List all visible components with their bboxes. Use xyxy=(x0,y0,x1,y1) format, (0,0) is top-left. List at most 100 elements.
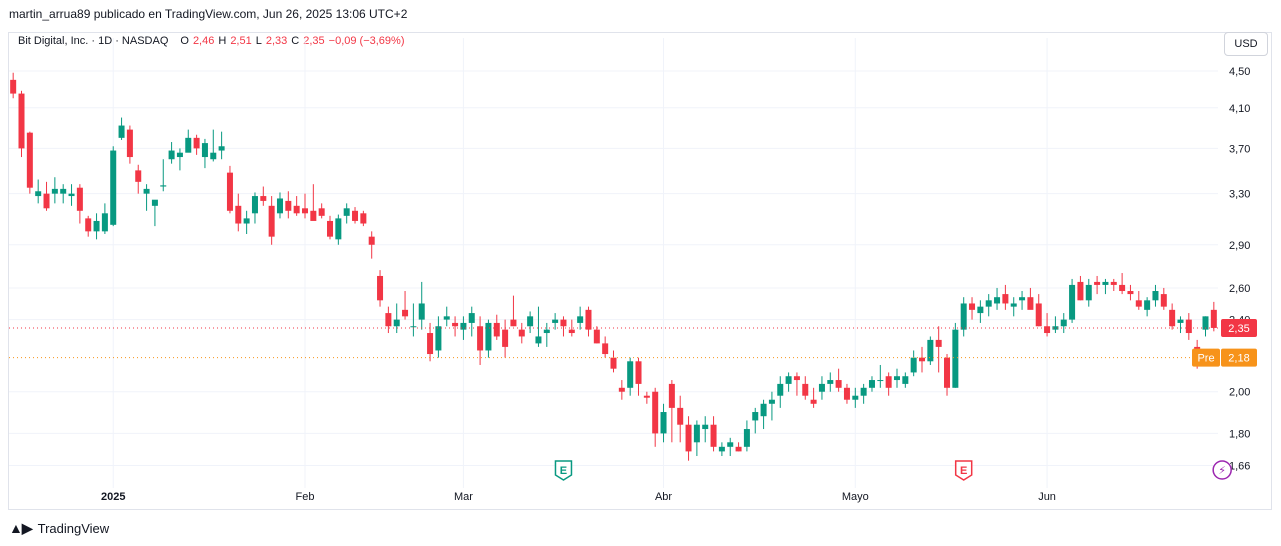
candle-body xyxy=(68,193,75,197)
candle-body xyxy=(969,303,976,310)
candle-body xyxy=(268,205,275,237)
candle-body xyxy=(226,172,233,211)
y-tick-label: 2,00 xyxy=(1229,387,1250,399)
candle-body xyxy=(485,322,492,351)
earnings-icon-letter: E xyxy=(960,465,967,477)
candle-body xyxy=(602,343,609,355)
candle-body xyxy=(452,322,459,327)
candle-body xyxy=(793,376,800,381)
high-label: H xyxy=(218,35,227,47)
candle-body xyxy=(868,380,875,388)
candle-body xyxy=(1002,294,1009,304)
open-label: O xyxy=(180,35,189,47)
candle-body xyxy=(151,199,158,206)
low-label: L xyxy=(255,35,262,47)
tradingview-logo-icon: ▲▶ xyxy=(9,520,33,536)
candle-body xyxy=(168,150,175,160)
candle-body xyxy=(393,319,400,327)
candle-body xyxy=(518,329,525,337)
candle-body xyxy=(935,339,942,347)
candle-body xyxy=(427,333,434,355)
candle-body xyxy=(818,383,825,392)
candle-body xyxy=(352,210,359,221)
candle-body xyxy=(35,191,42,197)
candle-body xyxy=(960,303,967,330)
y-tick-label: 1,66 xyxy=(1229,460,1250,472)
candle-body xyxy=(994,297,1001,304)
candle-body xyxy=(93,220,100,232)
candle-body xyxy=(285,200,292,211)
candle-body xyxy=(835,380,842,388)
candle-body xyxy=(552,319,559,323)
candle-body xyxy=(977,306,984,314)
y-tick-label: 4,50 xyxy=(1229,66,1250,78)
candle-body xyxy=(593,329,600,344)
candle-body xyxy=(585,309,592,330)
candle-body xyxy=(276,198,283,214)
candle-body xyxy=(176,152,183,158)
x-tick-label: Abr xyxy=(655,491,672,503)
candle-body xyxy=(1185,319,1192,334)
candle-body xyxy=(126,129,133,158)
candle-body xyxy=(1210,309,1217,328)
dividend-icon xyxy=(1212,460,1232,480)
candle-body xyxy=(677,407,684,425)
earnings-icon-letter: E xyxy=(560,465,567,477)
candle-body xyxy=(610,357,617,369)
candle-body xyxy=(685,424,692,452)
candle-body xyxy=(435,326,442,351)
candle-body xyxy=(251,196,258,214)
pre-market-badge xyxy=(1192,348,1220,367)
candle-body xyxy=(402,309,409,317)
candle-body xyxy=(852,395,859,400)
footer-branding: ▲▶ TradingView xyxy=(9,520,109,537)
candle-body xyxy=(10,79,17,94)
candle-body xyxy=(860,387,867,396)
candle-body xyxy=(493,322,500,337)
candle-body xyxy=(502,329,509,347)
candle-body xyxy=(1144,300,1151,310)
publisher-caption: martin_arrua89 publicado en TradingView.… xyxy=(9,7,408,21)
candle-body xyxy=(335,218,342,240)
y-tick-label: 4,10 xyxy=(1229,103,1250,115)
candle-body xyxy=(193,137,200,149)
last-price-label: 2,35 xyxy=(1228,323,1249,335)
candle-body xyxy=(1135,300,1142,307)
candle-body xyxy=(360,213,367,224)
candle-body xyxy=(443,316,450,320)
candle-body xyxy=(760,403,767,417)
candle-body xyxy=(727,442,734,447)
close-label: C xyxy=(291,35,300,47)
candle-body xyxy=(85,218,92,232)
tradingview-logo-text: TradingView xyxy=(37,521,110,536)
candle-body xyxy=(843,387,850,400)
candle-body xyxy=(1160,294,1167,307)
candle-body xyxy=(777,383,784,396)
candle-body xyxy=(1094,281,1101,285)
candle-body xyxy=(810,399,817,404)
close-value: 2,35 xyxy=(303,35,325,47)
candle-body xyxy=(1102,281,1109,285)
candle-body xyxy=(260,196,267,201)
candle-body xyxy=(468,313,475,323)
candle-body xyxy=(652,391,659,434)
pre-market-price-label: 2,18 xyxy=(1228,353,1249,365)
candle-body xyxy=(1119,284,1126,292)
candle-body xyxy=(560,319,567,327)
currency-button[interactable]: USD xyxy=(1224,32,1268,56)
last-price-tag xyxy=(1221,318,1257,337)
candle-body xyxy=(768,399,775,404)
candle-body xyxy=(110,150,117,225)
candle-body xyxy=(318,208,325,216)
candle-body xyxy=(1035,303,1042,327)
candle-body xyxy=(752,412,759,421)
y-tick-label: 3,30 xyxy=(1229,189,1250,201)
symbol-name[interactable]: Bit Digital, Inc. · 1D · NASDAQ xyxy=(18,35,169,47)
candle-body xyxy=(1060,319,1067,327)
candle-body xyxy=(710,424,717,447)
high-value: 2,51 xyxy=(230,35,252,47)
candle-body xyxy=(910,357,917,373)
low-value: 2,33 xyxy=(265,35,288,47)
